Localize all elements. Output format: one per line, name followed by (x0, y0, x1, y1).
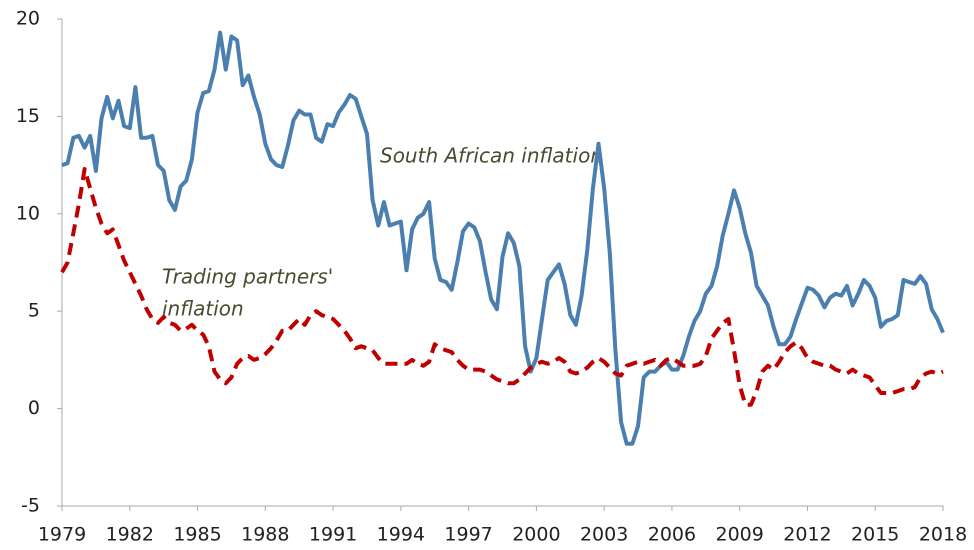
annotation: Trading partners' (162, 265, 333, 289)
x-tick-label: 2000 (512, 524, 560, 546)
y-tick-label: 0 (28, 397, 40, 419)
y-tick-label: 20 (16, 8, 40, 30)
series-line (61, 30, 945, 446)
x-tick-label: 2009 (716, 524, 764, 546)
x-tick-label: 1994 (377, 524, 425, 546)
x-tick-label: 1982 (106, 524, 154, 546)
x-tick-label: 1979 (38, 524, 86, 546)
x-tick-label: 2006 (648, 524, 696, 546)
x-tick-label: 2015 (851, 524, 899, 546)
y-tick-label: 5 (28, 300, 40, 322)
x-tick-label: 1991 (309, 524, 357, 546)
y-tick-label: 15 (16, 105, 40, 127)
annotation: inflation (162, 297, 244, 321)
x-tick-label: 1997 (444, 524, 492, 546)
x-tick-label: 2018 (919, 524, 967, 546)
annotation: South African inflation (380, 144, 603, 168)
y-tick-label: -5 (21, 495, 40, 517)
x-tick-label: 2012 (783, 524, 831, 546)
x-tick-label: 1985 (173, 524, 221, 546)
x-tick-label: 2003 (580, 524, 628, 546)
y-tick-label: 10 (16, 202, 40, 224)
x-tick-label: 1988 (241, 524, 289, 546)
